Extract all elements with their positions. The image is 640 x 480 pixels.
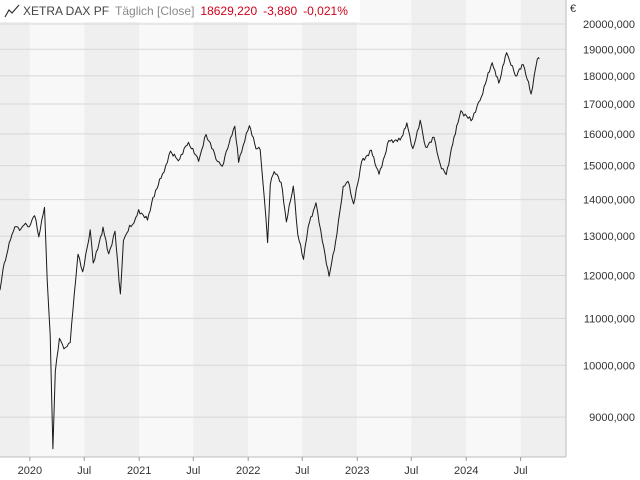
x-tick-label: 2023 — [345, 465, 369, 477]
period-label: Täglich [Close] — [115, 4, 195, 18]
background-band — [357, 0, 412, 457]
y-tick-label: 16000,000 — [583, 129, 635, 141]
price-series — [0, 52, 540, 450]
chart-legend: XETRA DAX PF Täglich [Close] 18629,220 -… — [0, 0, 360, 22]
x-tick-label: 2022 — [236, 465, 260, 477]
x-tick-label: 2020 — [18, 465, 42, 477]
series-line — [0, 52, 540, 450]
y-tick-label: 14000,000 — [583, 195, 635, 207]
y-axis-labels: 9000,000 10000,000 11000,000 12000,000 13000… — [583, 19, 635, 424]
y-tick-label: 20000,000 — [583, 19, 635, 31]
background-band — [0, 0, 30, 457]
y-tick-label: 11000,000 — [584, 313, 635, 325]
background-band — [29, 0, 85, 457]
x-axis-labels: 2020 Jul 2021 Jul 2022 Jul 2023 Jul 2024 Jul — [18, 457, 528, 477]
y-tick-label: 13000,000 — [583, 231, 635, 243]
y-tick-label: 17000,000 — [583, 99, 635, 111]
y-tick-label: 12000,000 — [583, 271, 635, 283]
background-band — [411, 0, 467, 457]
y-tick-label: 19000,000 — [583, 44, 635, 56]
background-band — [193, 0, 249, 457]
background-band — [139, 0, 194, 457]
y-tick-label: 10000,000 — [583, 360, 635, 372]
x-tick-label: Jul — [404, 465, 418, 477]
x-tick-label: Jul — [77, 465, 91, 477]
instrument-name: XETRA DAX PF — [23, 4, 110, 18]
change-percent: -0,021% — [303, 4, 348, 18]
line-chart-icon — [4, 4, 20, 18]
x-tick-label: Jul — [295, 465, 309, 477]
currency-label: € — [570, 3, 577, 15]
x-tick-label: Jul — [186, 465, 200, 477]
background-band — [466, 0, 521, 457]
last-value: 18629,220 — [200, 4, 258, 18]
background-band — [248, 0, 303, 457]
x-tick-label: 2024 — [454, 465, 478, 477]
change-absolute: -3,880 — [263, 4, 298, 18]
x-tick-label: 2021 — [127, 465, 151, 477]
background-bands — [0, 0, 566, 457]
y-tick-label: 18000,000 — [583, 71, 635, 83]
background-band — [84, 0, 140, 457]
y-tick-label: 15000,000 — [583, 161, 635, 173]
y-tick-label: 9000,000 — [589, 412, 635, 424]
background-band — [520, 0, 566, 457]
x-tick-label: Jul — [514, 465, 528, 477]
background-band — [302, 0, 358, 457]
